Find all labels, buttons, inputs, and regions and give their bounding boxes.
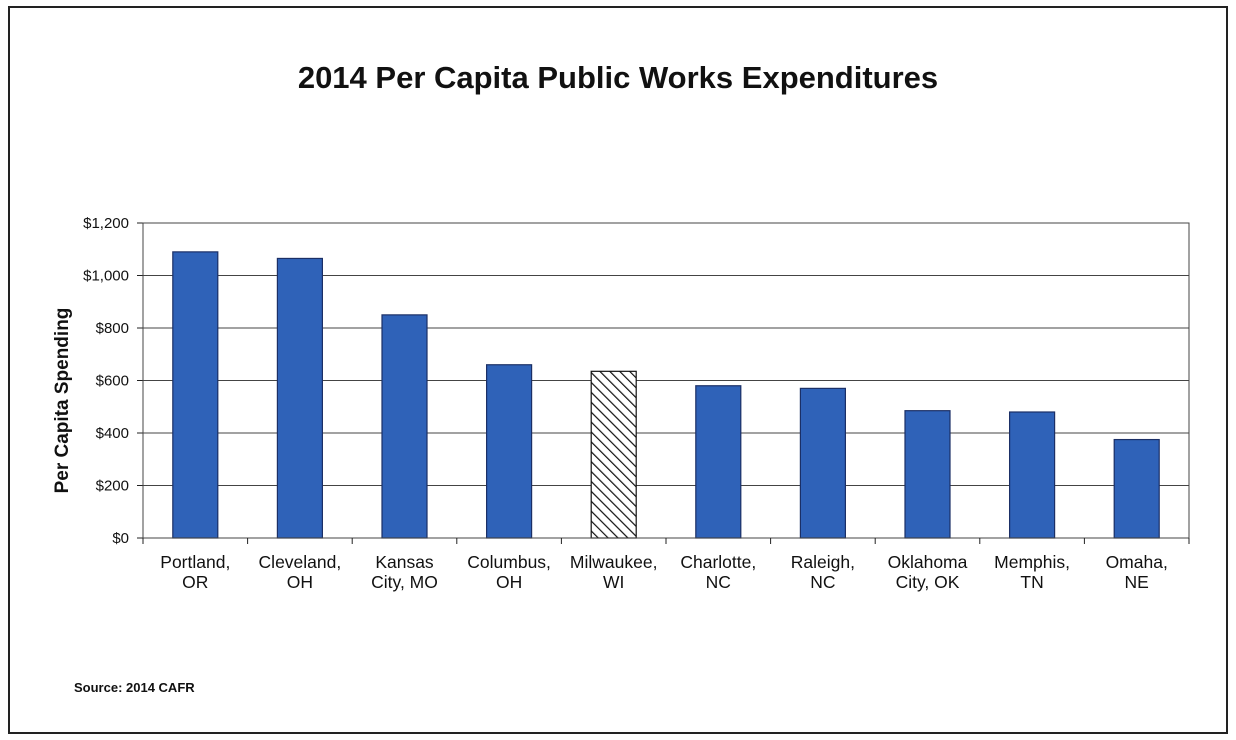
- bar: [172, 251, 219, 539]
- x-tick-labels: Portland, OR Cleveland, OH Kansas City, MO Col…: [160, 552, 1168, 592]
- bar: [1113, 438, 1160, 539]
- x-tick-label: Milwaukee, WI: [570, 552, 658, 592]
- y-tick-label: $1,000: [83, 268, 129, 285]
- bar: [799, 387, 847, 539]
- x-tick-label: Memphis, TN: [994, 552, 1070, 592]
- y-tick-label: $800: [96, 320, 129, 337]
- x-tick-label: Kansas City, MO: [371, 552, 438, 592]
- axes: [137, 222, 1190, 544]
- y-tick-label: $1,200: [83, 215, 129, 232]
- chart-title: 2014 Per Capita Public Works Expenditure…: [297, 60, 939, 95]
- y-tick-labels: $0 $200 $400 $600 $800 $1,000 $1,200: [83, 215, 129, 547]
- y-axis-label: Per Capita Spending: [52, 308, 73, 494]
- bar: [486, 364, 533, 539]
- y-tick-label: $200: [96, 478, 129, 495]
- bar: [1008, 411, 1056, 539]
- x-tick-label: Charlotte, NC: [680, 552, 756, 592]
- bar: [381, 314, 428, 539]
- x-tick-label: Cleveland, OH: [259, 552, 342, 592]
- y-tick-label: $0: [112, 530, 129, 547]
- bar: [276, 257, 323, 539]
- x-tick-label: Portland, OR: [160, 552, 230, 592]
- y-tick-label: $600: [96, 373, 129, 390]
- x-tick-label: Columbus, OH: [467, 552, 551, 592]
- source-note: Source: 2014 CAFR: [74, 680, 195, 695]
- bar: [695, 385, 742, 539]
- bar: [904, 410, 951, 539]
- x-tick-label: Raleigh, NC: [791, 552, 855, 592]
- bars: [172, 251, 1160, 539]
- y-tick-label: $400: [96, 425, 129, 442]
- bar-highlight: [590, 370, 637, 539]
- x-tick-label: Omaha, NE: [1106, 552, 1168, 592]
- x-tick-label: Oklahoma City, OK: [888, 552, 968, 592]
